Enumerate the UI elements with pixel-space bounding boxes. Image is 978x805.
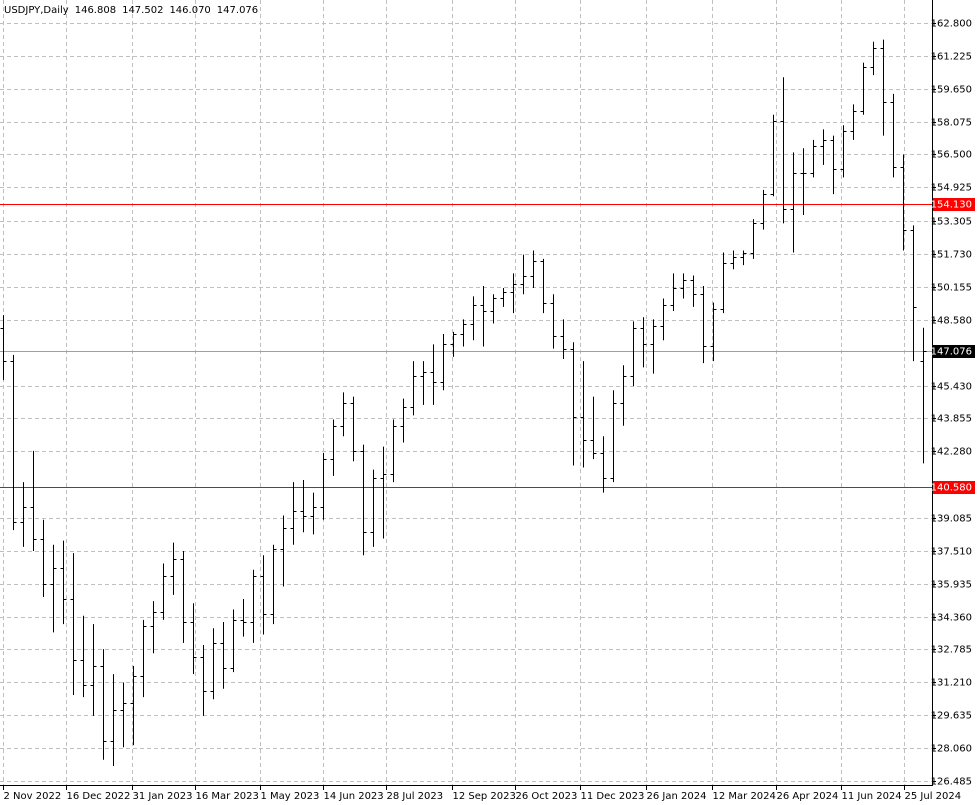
- y-tick-label: 126.485: [931, 777, 972, 788]
- quote-value: 147.502: [122, 5, 163, 16]
- quote-value: 147.076: [217, 5, 258, 16]
- x-tick-label: 26 Oct 2023: [516, 791, 578, 802]
- y-tick-label: 150.155: [931, 283, 972, 294]
- price-label: 140.580: [931, 483, 972, 494]
- x-tick-label: 16 Mar 2023: [196, 791, 259, 802]
- y-tick-label: 129.635: [931, 711, 972, 722]
- y-tick-label: 145.430: [931, 382, 972, 393]
- x-tick-label: 28 Jul 2023: [387, 791, 444, 802]
- price-label: 147.076: [931, 347, 972, 358]
- y-tick-label: 158.075: [931, 118, 972, 129]
- x-tick-label: 11 Dec 2023: [581, 791, 645, 802]
- y-tick-label: 153.305: [931, 217, 972, 228]
- y-tick-label: 151.730: [931, 250, 972, 261]
- x-tick-label: 2 Nov 2022: [4, 791, 62, 802]
- y-tick-label: 162.800: [931, 19, 972, 30]
- price-label-box: [933, 198, 975, 211]
- x-tick-label: 25 Jul 2024: [905, 791, 962, 802]
- x-tick-label: 26 Apr 2024: [777, 791, 839, 802]
- y-tick-label: 135.935: [931, 580, 972, 591]
- price-label: 154.130: [931, 200, 972, 211]
- quote-value: 146.070: [169, 5, 210, 16]
- x-tick-label: 26 Jan 2024: [647, 791, 707, 802]
- x-tick-label: 1 May 2023: [261, 791, 320, 802]
- y-tick-label: 154.925: [931, 183, 972, 194]
- chart-title: USDJPY,Daily: [4, 5, 69, 16]
- x-tick-label: 11 Jun 2024: [842, 791, 902, 802]
- x-tick-label: 14 Jun 2023: [324, 791, 384, 802]
- y-tick-label: 143.855: [931, 414, 972, 425]
- x-tick-label: 12 Mar 2024: [713, 791, 776, 802]
- y-tick-label: 137.510: [931, 547, 972, 558]
- chart-header: USDJPY,Daily 146.808 147.502 146.070 147.076: [4, 5, 258, 16]
- y-tick-label: 139.085: [931, 514, 972, 525]
- y-tick-label: 156.500: [931, 150, 972, 161]
- x-tick-label: 12 Sep 2023: [453, 791, 516, 802]
- y-tick-label: 134.360: [931, 613, 972, 624]
- y-tick-label: 148.580: [931, 316, 972, 327]
- y-tick-label: 142.280: [931, 447, 972, 458]
- y-tick-label: 131.210: [931, 678, 972, 689]
- y-tick-label: 128.060: [931, 744, 972, 755]
- quote-value: 146.808: [75, 5, 116, 16]
- y-tick-label: 161.225: [931, 52, 972, 63]
- x-tick-label: 16 Dec 2022: [67, 791, 131, 802]
- price-label-box: [933, 345, 975, 358]
- y-tick-label: 132.785: [931, 645, 972, 656]
- x-tick-label: 31 Jan 2023: [133, 791, 193, 802]
- price-label-box: [933, 481, 975, 494]
- y-tick-label: 159.650: [931, 85, 972, 96]
